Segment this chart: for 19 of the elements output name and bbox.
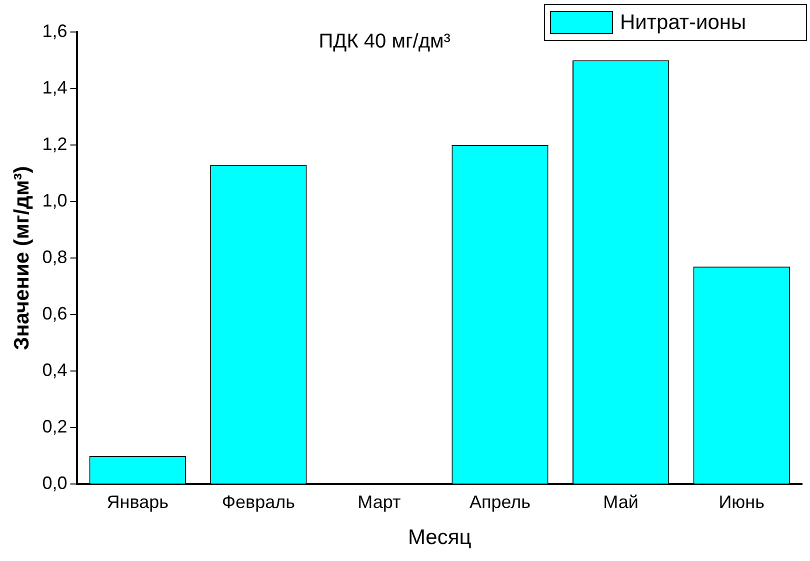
y-tick-label: 1,4 — [42, 77, 68, 98]
x-axis-title: Месяц — [408, 526, 472, 550]
y-tick-label: 0,4 — [42, 360, 68, 380]
x-tick-label: Февраль — [222, 492, 296, 512]
y-tick-label: 1,2 — [42, 134, 68, 154]
chart-title: ПДК 40 мг/дм³ — [318, 30, 451, 53]
x-tick-label: Май — [603, 492, 638, 512]
y-axis-title: Значение (мг/дм³) — [10, 166, 34, 350]
y-tick-label: 1,0 — [42, 190, 68, 211]
y-tick-label: 0,0 — [42, 473, 68, 494]
legend-label: Нитрат-ионы — [620, 10, 746, 34]
x-tick-label: Июнь — [718, 492, 764, 512]
y-tick-label: 0,2 — [42, 416, 68, 437]
x-tick-label: Январь — [106, 492, 168, 512]
x-tick-label: Март — [358, 492, 401, 512]
y-tick-label: 0,8 — [42, 247, 68, 268]
x-tick-label: Апрель — [469, 492, 531, 512]
y-tick-label: 0,6 — [42, 304, 68, 324]
y-tick-label: 1,6 — [42, 20, 68, 41]
